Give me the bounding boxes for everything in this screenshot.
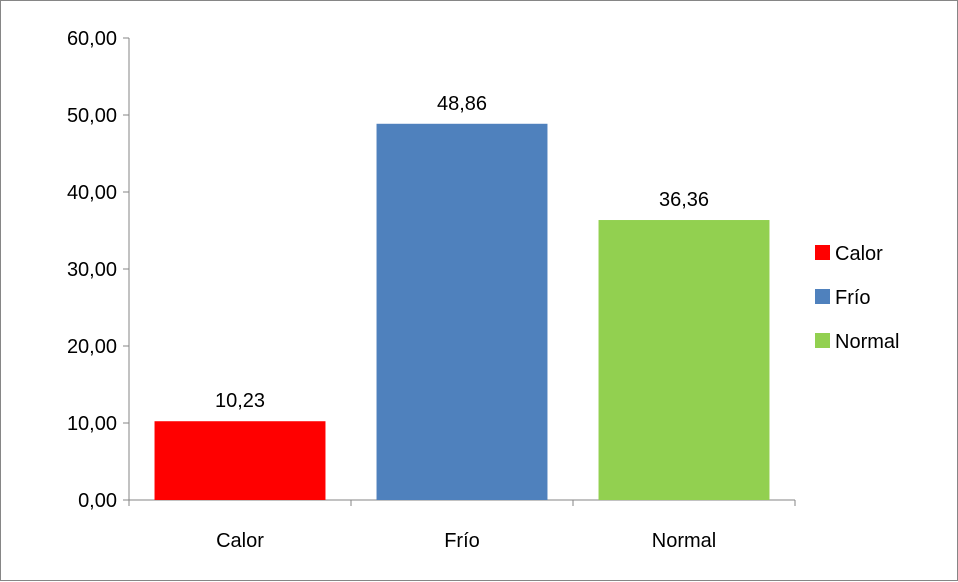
data-labels: 10,23 48,86 36,36: [215, 93, 709, 412]
bar-value-label: 36,36: [659, 189, 709, 211]
axes: 0,00 10,00 20,00 30,00 40,00 50,00 60,00 Calor F…: [67, 28, 796, 552]
x-tick-label: Normal: [652, 530, 716, 552]
y-tick-label: 40,00: [67, 182, 117, 204]
legend-swatch: [815, 333, 830, 348]
legend-label: Normal: [835, 331, 899, 353]
x-tick-label: Frío: [444, 530, 480, 552]
y-tick-label: 50,00: [67, 105, 117, 127]
bar-calor: [154, 421, 326, 500]
bar-normal: [598, 220, 770, 500]
bars: [154, 123, 770, 500]
y-tick-label: 0,00: [78, 490, 117, 512]
legend-label: Calor: [835, 243, 883, 265]
bar-value-label: 48,86: [437, 93, 487, 115]
y-tick-label: 30,00: [67, 259, 117, 281]
legend: Calor Frío Normal: [815, 243, 899, 353]
bar-value-label: 10,23: [215, 390, 265, 412]
legend-swatch: [815, 289, 830, 304]
y-tick-label: 60,00: [67, 28, 117, 50]
x-tick-label: Calor: [216, 530, 264, 552]
y-tick-label: 20,00: [67, 336, 117, 358]
legend-label: Frío: [835, 287, 871, 309]
bar-frío: [376, 123, 548, 500]
y-tick-label: 10,00: [67, 413, 117, 435]
legend-swatch: [815, 245, 830, 260]
